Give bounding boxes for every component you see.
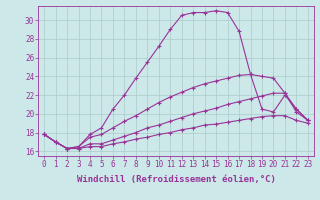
X-axis label: Windchill (Refroidissement éolien,°C): Windchill (Refroidissement éolien,°C) (76, 175, 276, 184)
